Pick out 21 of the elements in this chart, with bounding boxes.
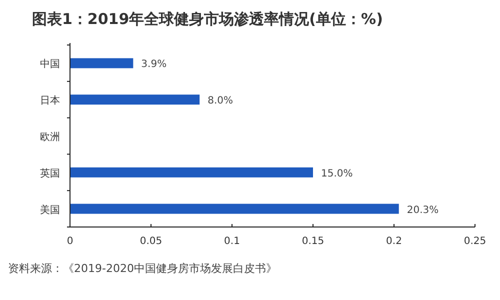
x-tick-label: 0.05 xyxy=(140,236,162,247)
data-label: 3.9% xyxy=(141,59,167,70)
bar xyxy=(70,94,200,105)
x-tick-label: 0 xyxy=(66,236,74,247)
y-tick-label: 欧洲 xyxy=(40,131,60,143)
y-tick-label: 美国 xyxy=(40,204,60,216)
data-label: 15.0% xyxy=(321,168,353,180)
y-tick-label: 中国 xyxy=(40,58,60,70)
y-tick-label: 英国 xyxy=(40,167,60,180)
x-tick-label: 0.25 xyxy=(464,236,486,247)
data-label: 20.3% xyxy=(406,204,439,216)
bar xyxy=(70,58,134,68)
chart-title: 图表1：2019年全球健身市场渗透率情况(单位：%) xyxy=(32,10,383,28)
x-tick-label: 0.1 xyxy=(224,236,240,247)
bar xyxy=(70,204,399,214)
x-tick-label: 0.2 xyxy=(386,236,402,247)
y-tick-label: 日本 xyxy=(40,94,60,107)
x-tick-label: 0.15 xyxy=(302,236,324,247)
data-label: 8.0% xyxy=(208,96,234,107)
text: 资料来源：《2019-2020中国健身房市场发展白皮书》 xyxy=(8,262,277,275)
bar xyxy=(70,167,313,178)
